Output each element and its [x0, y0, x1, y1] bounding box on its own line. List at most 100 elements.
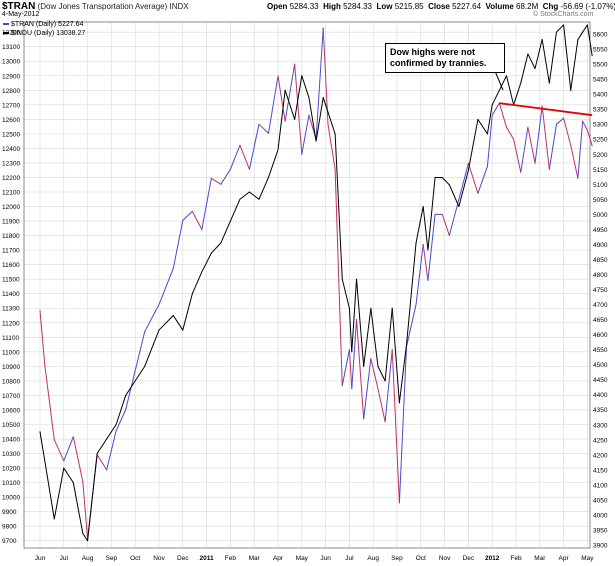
left-tick-label: 10900	[2, 364, 20, 371]
indu-line-segment	[491, 89, 500, 106]
indu-line-segment	[46, 474, 55, 520]
indu-line-segment	[294, 75, 303, 120]
tran-line-segment	[415, 243, 424, 306]
symbol: $TRAN	[2, 1, 36, 12]
tran-line-segment	[486, 114, 493, 167]
right-tick-label: 4200	[593, 452, 608, 459]
indu-line-segment	[351, 278, 358, 353]
chart-date: 4-May-2012	[2, 11, 40, 18]
x-tick-label: Jul	[60, 555, 69, 562]
x-tick-label: Mar	[534, 555, 546, 562]
open-label: Open	[267, 2, 288, 11]
tran-line-segment	[258, 123, 269, 134]
left-tick-label: 11200	[2, 320, 20, 327]
left-axis-indu: 9700 9800 9900 10000 10100 10200 10300 10400 105…	[2, 30, 20, 546]
left-tick-label: 9700	[2, 538, 17, 545]
tran-line-segment	[491, 102, 500, 116]
x-tick-label: Dec	[463, 555, 475, 562]
high-label: High	[323, 2, 341, 11]
left-tick-label: 10600	[2, 407, 20, 414]
indu-line-segment	[415, 206, 424, 244]
left-tick-label: 13000	[2, 59, 20, 66]
right-tick-label: 5400	[593, 92, 608, 99]
indu-line-segment	[341, 278, 350, 309]
left-tick-label: 12100	[2, 190, 20, 197]
tran-line-segment	[384, 349, 393, 423]
x-tick-label: Jun	[320, 555, 331, 562]
tran-line-segment	[427, 213, 436, 281]
right-tick-label: 4300	[593, 422, 608, 429]
x-tick-label: Nov	[439, 555, 451, 562]
indu-line-segment	[384, 307, 393, 382]
left-tick-label: 10200	[2, 466, 20, 473]
chart-grid	[24, 22, 590, 548]
indu-line-segment	[555, 24, 565, 33]
indu-line-segment	[239, 191, 250, 200]
volume-label: Volume	[485, 2, 514, 11]
left-tick-label: 12800	[2, 88, 20, 95]
brand-watermark[interactable]: © StockCharts.com	[533, 11, 594, 18]
x-axis-months: Jun Jul Aug Sep Oct Nov Dec 2011 Feb Mar Apr May Jun…	[35, 555, 595, 562]
indu-line-segment	[267, 149, 279, 178]
tran-line-segment	[356, 319, 365, 420]
tran-line-segment	[555, 117, 565, 125]
left-tick-label: 13100	[2, 44, 20, 51]
indu-line-segment	[563, 24, 572, 91]
right-tick-label: 3900	[593, 542, 608, 549]
left-tick-label: 11400	[2, 291, 20, 298]
tran-line-segment	[44, 364, 55, 441]
indu-line-segment	[191, 271, 203, 295]
tran-line-segment	[406, 304, 417, 348]
x-tick-label: Nov	[153, 555, 165, 562]
left-tick-label: 10300	[2, 451, 20, 458]
indu-line-segment	[486, 104, 493, 135]
right-tick-label: 4900	[593, 242, 608, 249]
right-tick-label: 5350	[593, 107, 608, 114]
tran-line-segment	[210, 177, 222, 185]
indu-line-segment	[82, 532, 89, 542]
indu-line-segment	[505, 75, 515, 106]
x-tick-label: Sep	[106, 555, 118, 562]
tran-line-segment	[315, 27, 324, 140]
right-tick-label: 4550	[593, 347, 608, 354]
tran-line-segment	[158, 267, 174, 306]
tran-line-segment	[284, 63, 296, 122]
right-tick-label: 4400	[593, 392, 608, 399]
tran-line-segment	[82, 481, 89, 540]
right-tick-label: 5300	[593, 122, 608, 129]
indu-line-segment	[398, 344, 408, 404]
right-tick-label: 4250	[593, 437, 608, 444]
indu-line-segment	[144, 329, 160, 367]
tran-line-segment	[348, 349, 353, 390]
x-tick-label: Aug	[367, 555, 379, 562]
indu-line-segment	[548, 31, 557, 84]
tran-line-segment	[106, 430, 117, 471]
chg-label: Chg	[542, 2, 559, 11]
right-tick-label: 5000	[593, 212, 608, 219]
x-tick-label: Feb	[225, 555, 237, 562]
tran-line-segment	[370, 358, 379, 390]
tran-line-segment	[391, 349, 400, 504]
open-value: 5284.33	[289, 2, 319, 11]
indu-line-segment	[498, 75, 507, 91]
indu-line-segment	[315, 97, 324, 142]
tran-line-segment	[341, 349, 350, 387]
x-tick-label: Aug	[82, 555, 94, 562]
right-tick-label: 4050	[593, 497, 608, 504]
x-tick-label: Jun	[35, 555, 46, 562]
indu-line-segment	[427, 176, 436, 251]
indu-line-segment	[172, 315, 184, 331]
right-tick-label: 5450	[593, 77, 608, 84]
indu-line-segment	[391, 307, 400, 404]
indu-line-segment	[448, 184, 460, 208]
tran-line-segment	[582, 120, 588, 131]
tran-line-segment	[513, 138, 522, 173]
indu-line-segment	[534, 38, 543, 69]
tran-line-segment	[72, 436, 84, 483]
indu-line-segment	[334, 133, 343, 280]
legend-label-tran: $TRAN (Daily) 5227.64	[11, 21, 84, 28]
left-tick-label: 12300	[2, 160, 20, 167]
indu-line-segment	[210, 242, 222, 254]
tran-line-segment	[541, 105, 550, 170]
legend-swatch-indu	[3, 32, 9, 35]
